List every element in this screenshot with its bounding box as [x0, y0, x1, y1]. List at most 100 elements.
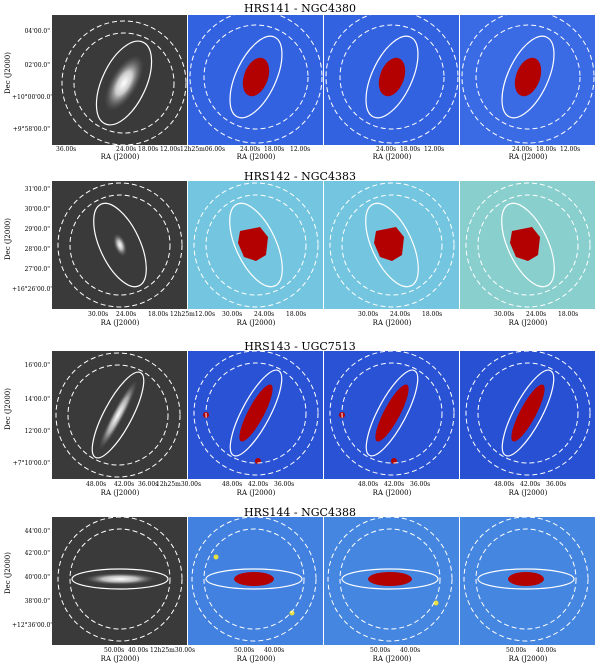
ra-tick: 48.00s: [494, 481, 515, 488]
dec-tick: 27'00.0": [24, 266, 50, 273]
optical-panel: [52, 15, 187, 145]
block-title: HRS141 - NGC4380: [244, 2, 356, 15]
ra-tick: 18.00s: [422, 311, 443, 318]
ra-tick: 42.00s: [384, 481, 405, 488]
ra-axis-label: RA (J2000): [100, 153, 140, 161]
ra-tick: 50.00s: [506, 647, 527, 654]
ra-tick: 50.00s: [234, 647, 255, 654]
dec-tick: 30'00.0": [24, 206, 50, 213]
ra-tick: 18.00s: [264, 146, 285, 153]
block-title: HRS144 - NGC4388: [244, 506, 356, 519]
dec-tick: 04'00.0": [24, 28, 50, 35]
dec-tick: 16'00.0": [24, 362, 50, 369]
map-panel-2: [324, 181, 459, 309]
ra-axis-label: RA (J2000): [508, 489, 548, 497]
ra-tick: 40.00s: [400, 647, 421, 654]
optical-image: [52, 15, 187, 145]
ra-tick: 40.00s: [128, 647, 149, 654]
map-panel-2: [324, 351, 459, 479]
optical-image: [52, 351, 187, 479]
map-panel-3: [460, 351, 595, 479]
ra-axis-label: RA (J2000): [100, 489, 140, 497]
ra-tick: 18.00s: [536, 146, 557, 153]
ra-tick: 40.00s: [264, 647, 285, 654]
dec-axis-label: Dec (J2000): [4, 552, 12, 594]
dec-tick: 40'00.0": [24, 574, 50, 581]
dec-axis-label: Dec (J2000): [4, 218, 12, 260]
ra-tick: 30.00s: [358, 311, 379, 318]
block-title: HRS142 - NGC4383: [244, 170, 356, 183]
ra-tick: 50.00s: [104, 647, 125, 654]
ra-tick: 12.00s: [424, 146, 445, 153]
galaxy-block-4: HRS144 - NGC4388 Dec (J2000) 44'00.0" 42…: [0, 504, 600, 664]
dec-tick: 44'00.0": [24, 528, 50, 535]
dec-tick: +16°26'00.0": [12, 286, 54, 293]
ra-tick: 48.00s: [86, 481, 107, 488]
flux-map: [460, 15, 595, 145]
dec-tick: 31'00.0": [24, 186, 50, 193]
ra-axis-label: RA (J2000): [236, 319, 276, 327]
ra-tick: 18.00s: [558, 311, 579, 318]
map-panel-1: [188, 15, 323, 145]
map-panel-1: [188, 181, 323, 309]
ra-axis-label: RA (J2000): [508, 153, 548, 161]
flux-map: [324, 15, 459, 145]
ra-axis-label: RA (J2000): [236, 153, 276, 161]
ra-tick: 36.00s: [138, 481, 159, 488]
ra-tick: 36.00s: [56, 146, 77, 153]
dec-tick: 14'00.0": [24, 396, 50, 403]
ra-axis-label: RA (J2000): [372, 319, 412, 327]
ra-tick: 12h25m12.00s: [170, 311, 216, 318]
ra-tick: 12h25m30.00s: [156, 481, 202, 488]
ra-tick: 18.00s: [286, 311, 307, 318]
dec-tick: +12°36'00.0": [12, 622, 54, 629]
ra-tick: 12h25m30.00s: [150, 647, 196, 654]
ra-axis-label: RA (J2000): [508, 655, 548, 663]
ra-axis-label: RA (J2000): [372, 655, 412, 663]
ra-axis-label: RA (J2000): [372, 489, 412, 497]
flux-map: [188, 351, 323, 479]
dec-tick: 38'00.0": [24, 598, 50, 605]
flux-map: [324, 351, 459, 479]
map-panel-2: [324, 15, 459, 145]
ra-axis-label: RA (J2000): [372, 153, 412, 161]
flux-map: [324, 517, 459, 645]
dec-axis-label: Dec (J2000): [4, 388, 12, 430]
map-panel-1: [188, 517, 323, 645]
dec-tick: +9°58'00.0": [12, 126, 50, 133]
flux-map: [460, 181, 595, 309]
flux-map: [188, 181, 323, 309]
ra-tick: 24.00s: [526, 311, 547, 318]
ra-axis-label: RA (J2000): [236, 489, 276, 497]
flux-map: [460, 517, 595, 645]
dec-axis-label: Dec (J2000): [4, 52, 12, 94]
map-panel-3: [460, 181, 595, 309]
ra-tick: 12.00s: [560, 146, 581, 153]
dec-tick: 28'00.0": [24, 246, 50, 253]
ra-tick: 50.00s: [370, 647, 391, 654]
flux-map: [188, 15, 323, 145]
ra-tick: 42.00s: [114, 481, 135, 488]
flux-map: [188, 517, 323, 645]
ra-tick: 36.00s: [410, 481, 431, 488]
ra-tick: 30.00s: [88, 311, 109, 318]
optical-image: [52, 517, 187, 645]
map-panel-1: [188, 351, 323, 479]
ra-tick: 36.00s: [546, 481, 567, 488]
flux-map: [324, 181, 459, 309]
dec-tick: 12'00.0": [24, 428, 50, 435]
dec-tick: 02'00.0": [24, 62, 50, 69]
ra-tick: 30.00s: [222, 311, 243, 318]
ra-tick: 24.00s: [254, 311, 275, 318]
optical-panel: [52, 351, 187, 479]
dec-tick: +7°10'00.0": [12, 460, 50, 467]
ra-tick: 12.00s: [290, 146, 311, 153]
ra-tick: 12h25m06.00s: [180, 146, 226, 153]
ra-axis-label: RA (J2000): [100, 319, 140, 327]
ra-axis-label: RA (J2000): [508, 319, 548, 327]
ra-tick: 24.00s: [390, 311, 411, 318]
galaxy-block-2: HRS142 - NGC4383 Dec (J2000) 31'00.0" 30…: [0, 168, 600, 334]
dec-tick: +10°00'00.0": [12, 94, 54, 101]
ra-tick: 24.00s: [376, 146, 397, 153]
map-panel-3: [460, 15, 595, 145]
